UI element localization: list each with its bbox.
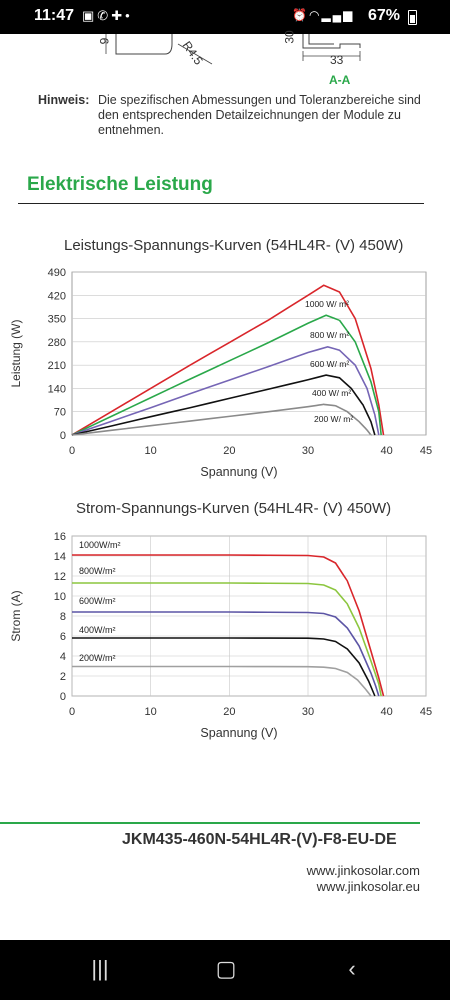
wifi-icon: ◠	[308, 8, 322, 22]
x-axis-label: Spannung (V)	[200, 726, 277, 740]
series-line	[71, 611, 380, 697]
signal-icon: ▂▄▆	[321, 8, 355, 22]
y-tick-label: 10	[54, 591, 66, 603]
x-tick-label: 0	[69, 706, 75, 718]
plus-icon: ✚	[111, 8, 126, 23]
y-axis-label: Leistung (W)	[9, 319, 23, 387]
footer-divider	[0, 822, 420, 824]
series-line	[72, 554, 385, 697]
phone-icon: ✆	[97, 8, 112, 23]
series-line	[71, 403, 372, 436]
series-label: 800 W/ m²	[310, 330, 349, 340]
website-com[interactable]: www.jinkosolar.com	[306, 863, 420, 878]
navigation-bar: ||| ▢ ‹	[0, 940, 450, 1000]
heading-divider	[18, 203, 424, 204]
y-tick-label: 6	[60, 631, 66, 643]
x-tick-label: 10	[145, 706, 157, 718]
x-tick-label: 45	[420, 706, 432, 718]
dim-9: 9	[97, 37, 112, 45]
y-tick-label: 280	[48, 337, 66, 349]
series-label: 1000W/m²	[79, 540, 121, 550]
x-tick-label: 0	[69, 445, 75, 457]
dot-icon: •	[125, 8, 133, 23]
alarm-icon: ⏰	[292, 8, 309, 22]
y-tick-label: 70	[54, 407, 66, 419]
dim-30: 30	[282, 30, 297, 44]
series-label: 600 W/ m²	[310, 359, 349, 369]
recent-apps-icon[interactable]: |||	[91, 956, 109, 981]
status-time: 11:47	[34, 7, 75, 24]
y-tick-label: 0	[60, 691, 66, 703]
x-tick-label: 45	[420, 445, 432, 457]
series-label: 400 W/ m²	[312, 388, 351, 398]
y-tick-label: 0	[60, 430, 66, 442]
chart-title-power: Leistungs-Spannungs-Kurven (54HL4R- (V) …	[64, 237, 404, 254]
dim-33: 33	[330, 53, 344, 67]
series-line	[71, 314, 382, 436]
image-icon: ▣	[82, 8, 98, 23]
back-icon[interactable]: ‹	[348, 956, 356, 981]
series-label: 200W/m²	[79, 653, 116, 663]
current-voltage-chart: 0 2 4 6 8 10 12 14 16 0 10 20 30 40 45 Spannung (V) Stro…	[9, 531, 432, 740]
website-eu[interactable]: www.jinkosolar.eu	[316, 879, 420, 894]
x-tick-label: 30	[302, 706, 314, 718]
series-line	[72, 582, 382, 697]
model-number: JKM435-460N-54HL4R-(V)-F8-EU-DE	[122, 831, 397, 848]
x-tick-label: 40	[381, 706, 393, 718]
series-line	[71, 374, 376, 436]
series-label: 1000 W/ m²	[305, 299, 349, 309]
x-tick-label: 40	[381, 445, 393, 457]
x-tick-label: 20	[223, 445, 235, 457]
series-label: 600W/m²	[79, 596, 116, 606]
y-tick-label: 210	[48, 360, 66, 372]
x-tick-label: 10	[145, 445, 157, 457]
chart-title-current: Strom-Spannungs-Kurven (54HL4R- (V) 450W…	[76, 500, 392, 517]
y-tick-label: 8	[60, 611, 66, 623]
series-label: 200 W/ m²	[314, 414, 353, 424]
x-tick-label: 30	[302, 445, 314, 457]
y-tick-label: 2	[60, 671, 66, 683]
note-text: Die spezifischen Abmessungen und Toleran…	[98, 93, 421, 137]
y-tick-label: 420	[48, 290, 66, 302]
y-tick-label: 350	[48, 314, 66, 326]
x-axis-label: Spannung (V)	[200, 465, 277, 479]
series-line	[71, 284, 385, 436]
series-label: 400W/m²	[79, 625, 116, 635]
section-heading: Elektrische Leistung	[27, 174, 213, 195]
status-bar: 11:47 ▣✆✚• ⏰◠▂▄▆ 67%	[0, 0, 450, 34]
power-voltage-chart: 0 70 140 210 280 350 420 490 0 10 20 30 40 45 Spannung…	[9, 267, 432, 479]
y-tick-label: 490	[48, 267, 66, 279]
y-tick-label: 14	[54, 551, 66, 563]
series-line	[71, 346, 380, 436]
series-line	[72, 665, 372, 697]
note-label: Hinweis:	[38, 93, 90, 107]
y-axis-label: Strom (A)	[9, 590, 23, 641]
y-tick-label: 140	[48, 383, 66, 395]
battery-icon	[408, 10, 417, 25]
technical-drawing	[105, 34, 361, 65]
series-label: 800W/m²	[79, 566, 116, 576]
section-label: A-A	[329, 73, 351, 87]
system-icons: ⏰◠▂▄▆	[292, 8, 354, 22]
y-tick-label: 12	[54, 571, 66, 583]
home-icon[interactable]: ▢	[215, 956, 237, 981]
y-tick-label: 16	[54, 531, 66, 543]
battery-percent: 67%	[368, 7, 401, 24]
y-tick-label: 4	[60, 651, 66, 663]
series-line	[72, 637, 376, 697]
notification-icons: ▣✆✚•	[82, 8, 133, 24]
x-tick-label: 20	[223, 706, 235, 718]
